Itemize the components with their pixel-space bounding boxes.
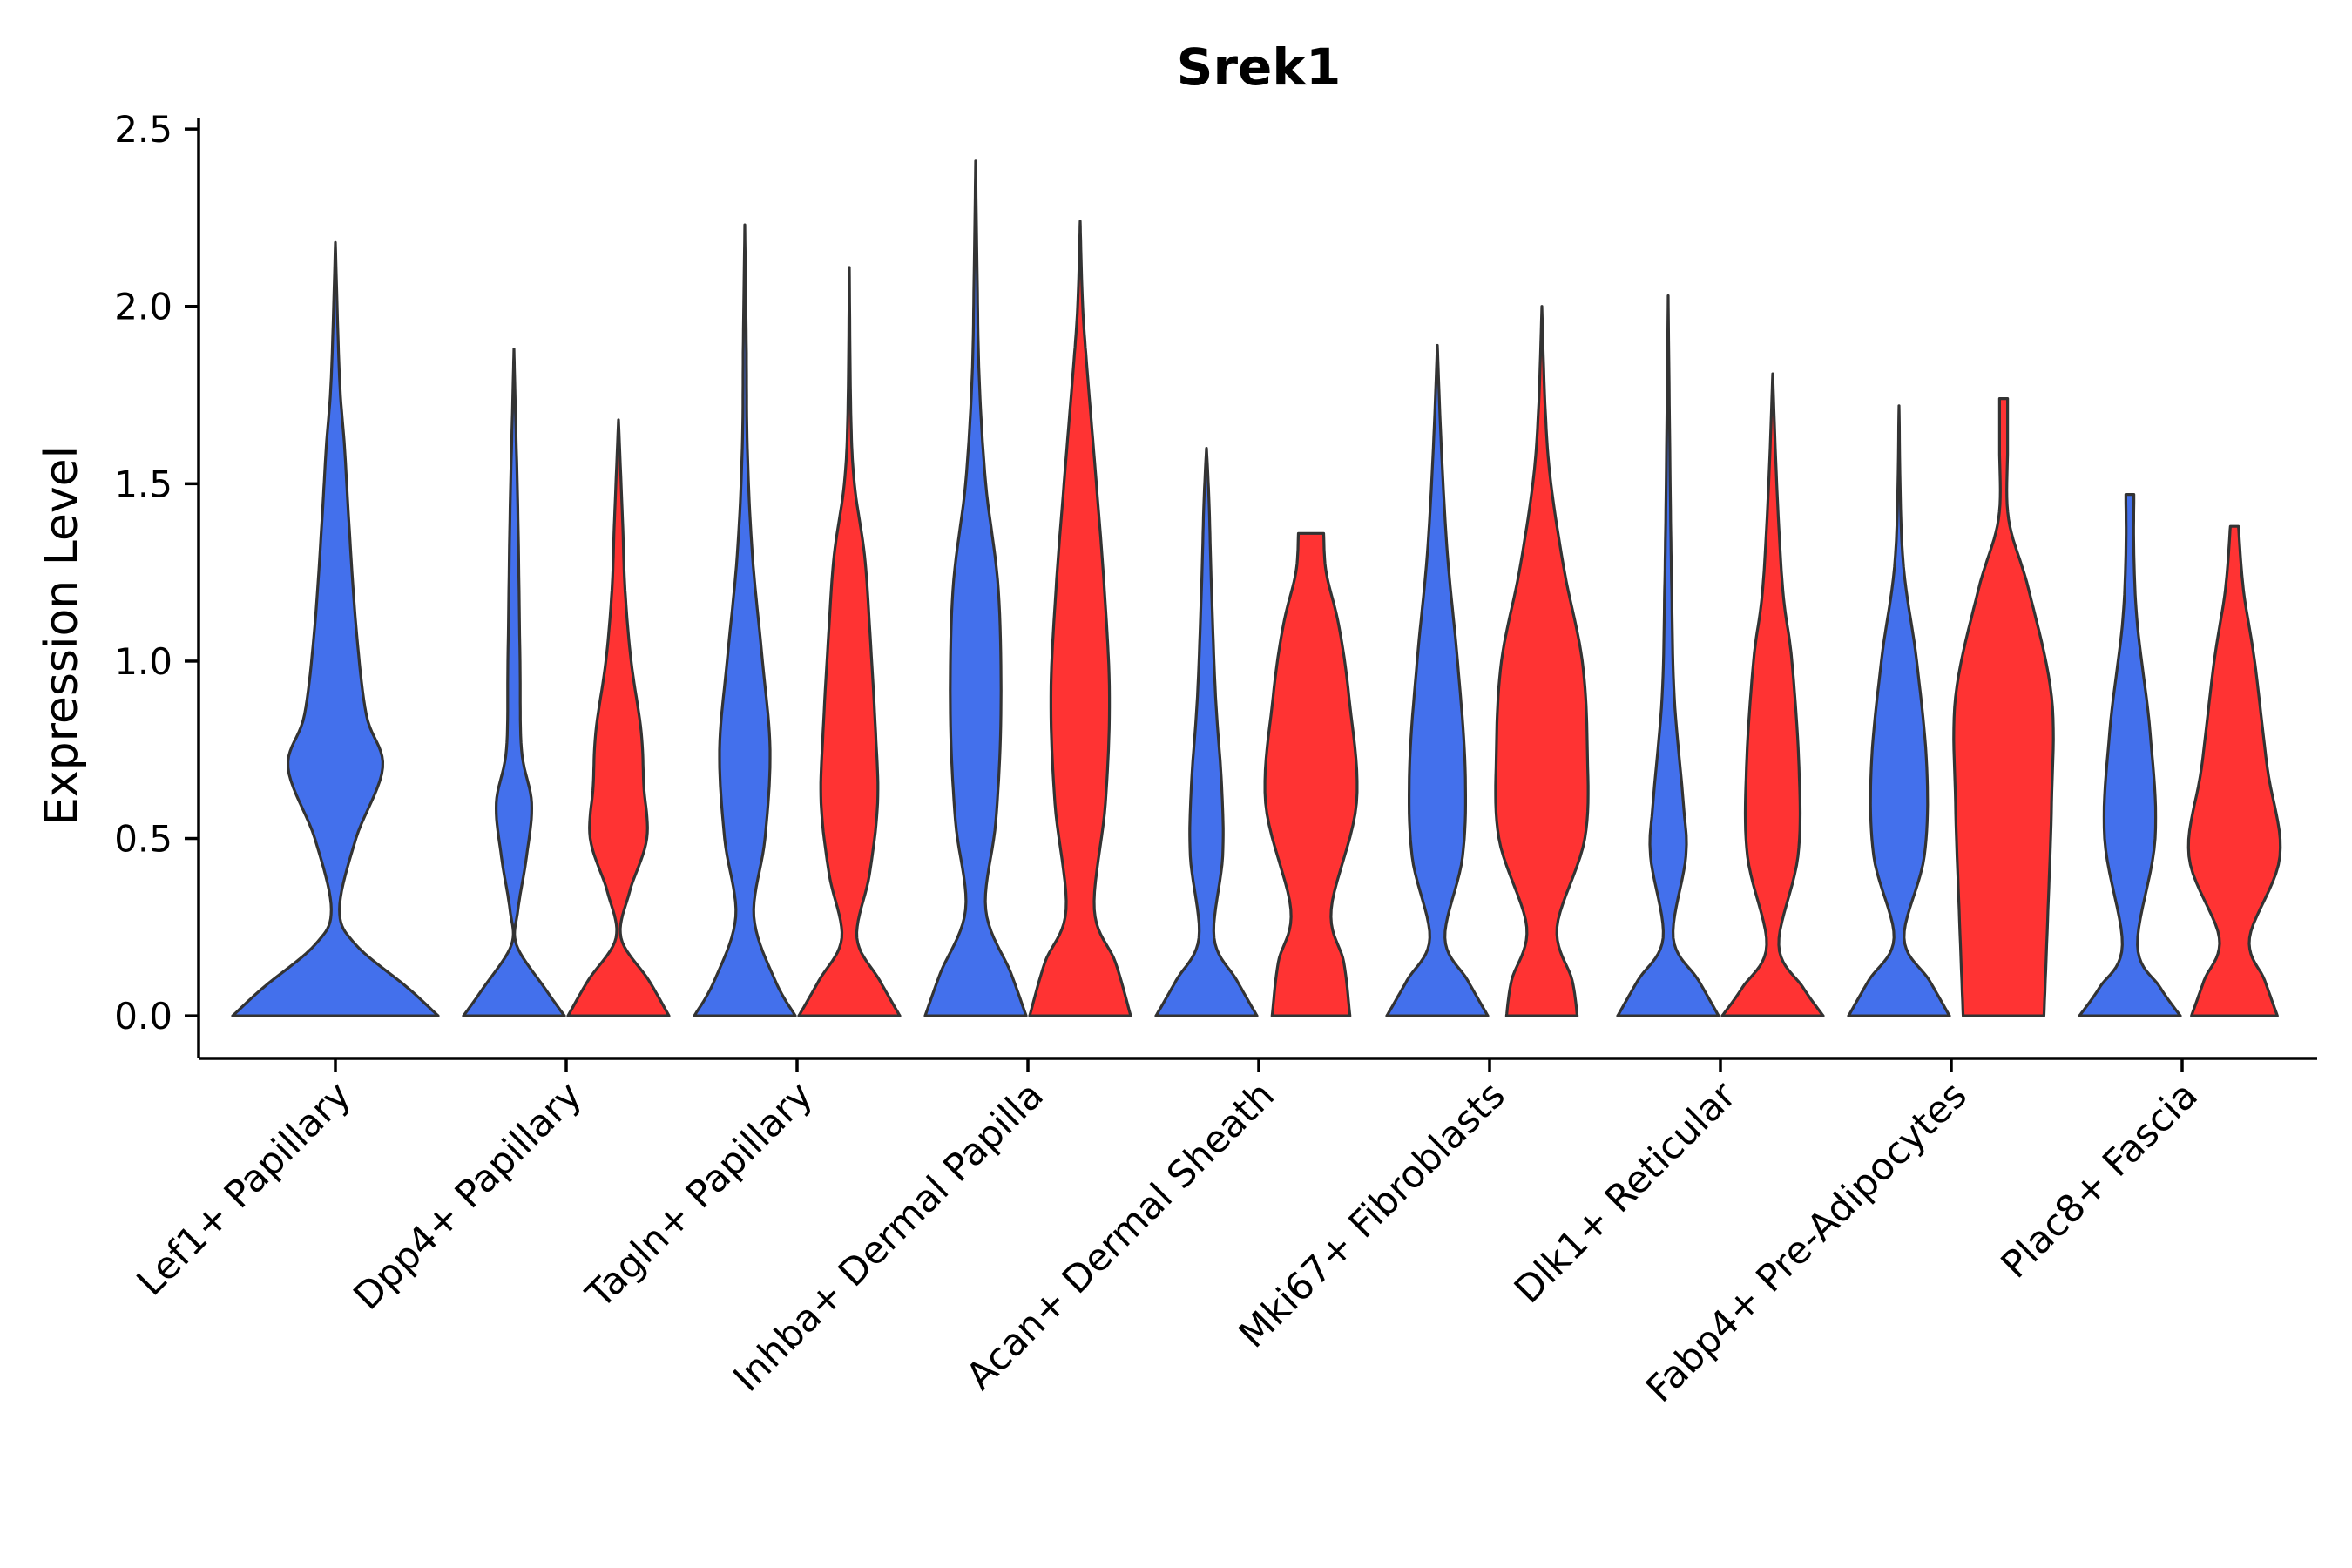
violin-inhba-dermal-papilla-group-2 [1028,220,1132,1017]
y-tick-label: 0.0 [114,995,172,1037]
violin-inhba-dermal-papilla-group-1 [923,159,1028,1017]
violin-acan-dermal-sheath-group-2 [1263,531,1359,1017]
violins-group [231,159,2282,1017]
violin-acan-dermal-sheath-group-1 [1154,447,1259,1017]
x-tick-label: Mki67+ Fibroblasts [1231,1073,1514,1356]
violin-plac8-fascia-group-2 [2186,524,2282,1017]
y-axis-label: Expression Level [36,446,88,826]
violin-mki67-fibroblasts-group-1 [1385,343,1490,1017]
violin-dpp4-papillary-group-2 [566,418,671,1017]
violin-dlk1-reticular-group-1 [1616,294,1720,1017]
x-tick-label: Tagln+ Papillary [578,1073,821,1317]
y-tick-label: 2.5 [114,108,172,151]
violin-fabp4-pre-adipocytes-group-1 [1847,404,1951,1017]
x-tick-label: Plac8+ Fascia [1993,1073,2207,1287]
violin-plac8-fascia-group-1 [2078,493,2182,1017]
violin-tagln-papillary-group-1 [693,223,797,1017]
x-tick-label: Dpp4+ Papillary [346,1073,591,1318]
violin-tagln-papillary-group-2 [797,266,902,1017]
y-tick-label: 2.0 [114,286,172,328]
violin-fabp4-pre-adipocytes-group-2 [1952,397,2055,1017]
x-tick-label: Lef1+ Papillary [129,1073,360,1304]
y-tick-label: 1.5 [114,463,172,505]
x-tick-label: Dlk1+ Reticular [1506,1073,1745,1312]
violin-dpp4-papillary-group-1 [462,348,566,1017]
y-tick-label: 1.0 [114,640,172,683]
y-tick-label: 0.5 [114,818,172,861]
chart-title: Srek1 [1177,37,1342,97]
violin-lef1-papillary-group-1 [231,240,440,1017]
violin-dlk1-reticular-group-2 [1720,372,1825,1017]
violin-mki67-fibroblasts-group-2 [1494,305,1590,1017]
